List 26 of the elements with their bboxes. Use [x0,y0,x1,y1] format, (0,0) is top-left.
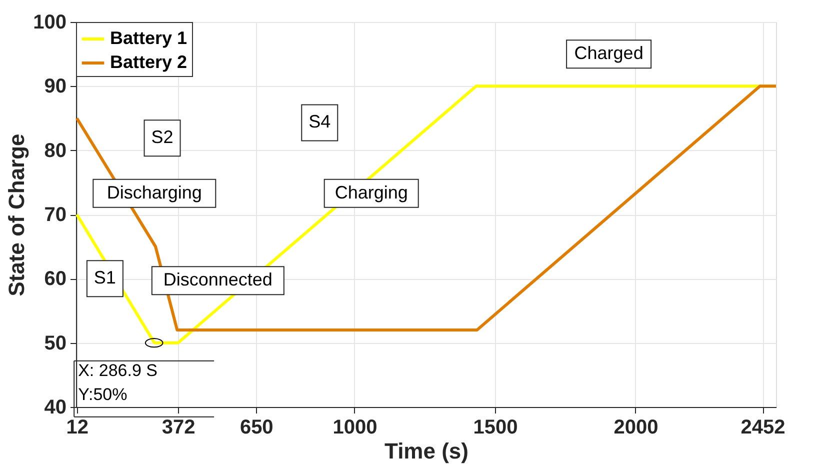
x-tick-label: 12 [66,416,88,438]
x-tick-label: 2452 [740,416,786,438]
x-axis-title: Time (s) [384,438,468,464]
x-tick-label: 2000 [614,416,658,438]
y-tick-label: 50 [44,332,66,354]
y-tick-label: 90 [44,76,66,98]
annotation: X: 286.9 S Y:50% [78,360,158,404]
x-tick-label: 1000 [332,416,378,438]
annotation: Discharging [106,182,202,202]
x-tick-label: 650 [240,416,274,438]
x-tick-label: 1500 [473,416,518,438]
y-tick-label: 100 [33,12,66,34]
annotation: Charged [574,43,644,64]
legend-label: Battery 1 [110,28,188,48]
legend-label: Battery 2 [110,52,188,72]
x-tick-label: 372 [162,416,196,438]
y-tick-label: 70 [44,204,66,226]
annotation: Disconnected [163,270,272,290]
annotation: Charging [334,182,408,202]
y-axis-title: State of Charge [4,134,30,296]
y-tick-label: 80 [44,140,66,162]
y-tick-label: 60 [44,268,66,290]
annotation: S2 [151,127,174,148]
y-tick-label: 40 [44,396,66,418]
annotation: S4 [308,112,331,132]
annotation: S1 [94,268,116,288]
